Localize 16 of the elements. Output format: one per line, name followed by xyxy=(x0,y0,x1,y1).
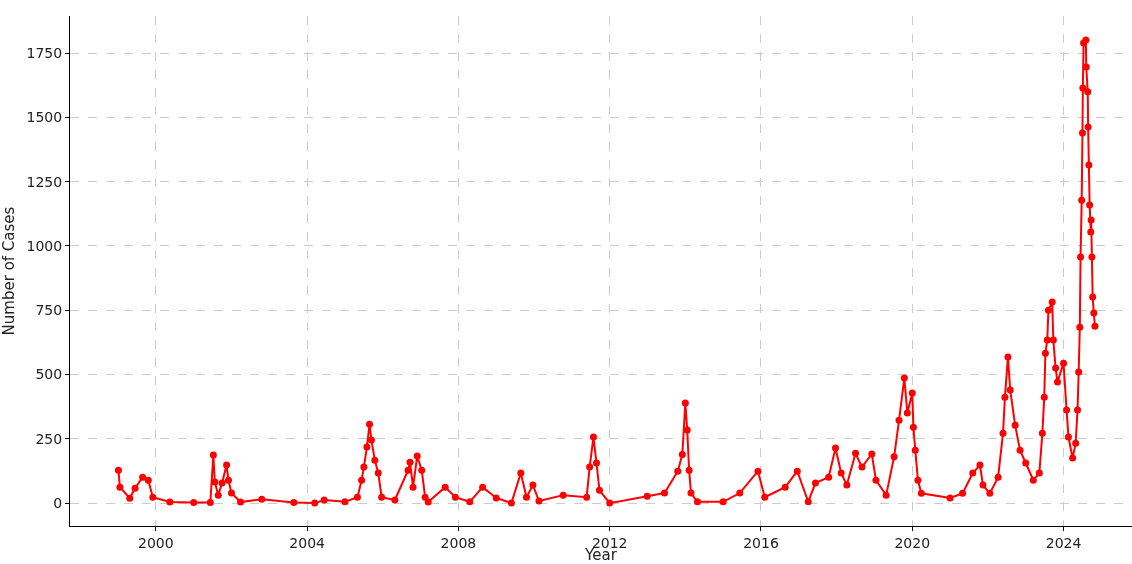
y-tick-label: 1750 xyxy=(26,44,63,61)
y-tick-label: 1000 xyxy=(26,237,63,254)
y-axis-title: Number of Cases xyxy=(0,206,18,336)
x-tick-label: 2020 xyxy=(894,534,931,551)
x-tick-label: 2012 xyxy=(591,534,628,551)
y-tick-label: 250 xyxy=(35,430,63,447)
y-tick-label: 500 xyxy=(35,366,63,383)
x-tick-label: 2016 xyxy=(743,534,779,551)
y-tick-label: 1500 xyxy=(26,109,63,126)
y-tick-label: 1250 xyxy=(26,173,63,190)
x-tick-label: 2004 xyxy=(289,534,326,551)
y-tick-label: 0 xyxy=(53,495,63,512)
x-tick-label: 2024 xyxy=(1045,534,1082,551)
x-tick-label: 2000 xyxy=(138,534,174,551)
y-tick-label: 750 xyxy=(35,302,63,319)
x-tick-label: 2008 xyxy=(440,534,477,551)
